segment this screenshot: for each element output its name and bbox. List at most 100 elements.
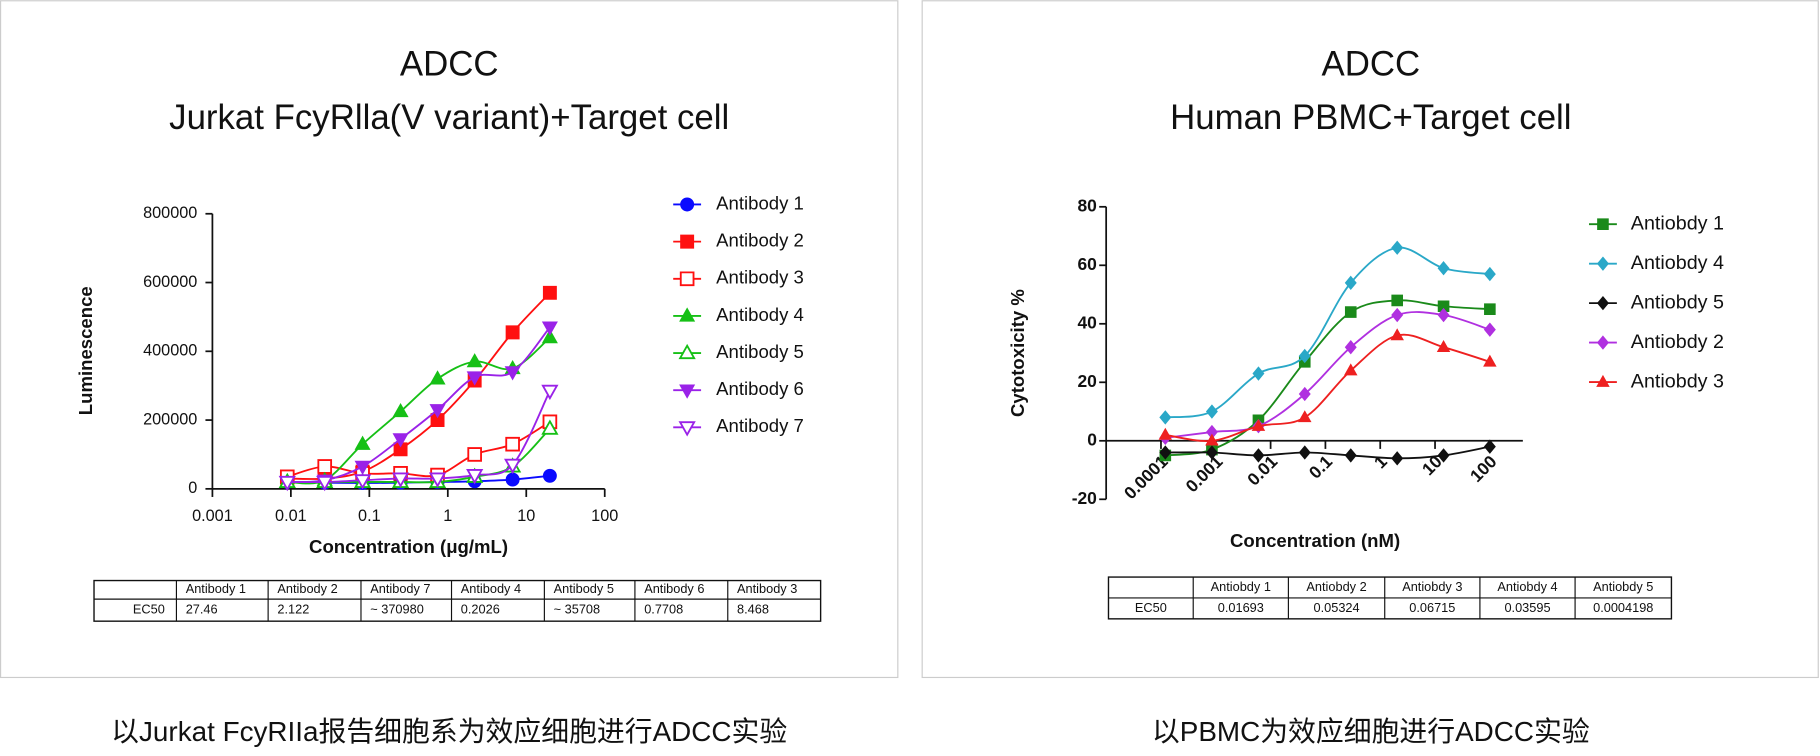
right-panel xyxy=(921,0,1819,679)
table-cell: 0.2026 xyxy=(461,602,500,617)
marker xyxy=(678,343,696,360)
marker xyxy=(679,384,696,399)
marker xyxy=(1391,240,1404,255)
marker xyxy=(504,458,522,475)
x-tick-label: 0.001 xyxy=(192,507,233,525)
left-panel xyxy=(0,0,899,679)
marker xyxy=(1437,448,1450,463)
marker xyxy=(466,371,483,386)
marker xyxy=(1344,448,1357,463)
table-header: Antibody 5 xyxy=(554,581,614,596)
legend-label: Antibody 7 xyxy=(716,415,804,436)
x-tick-label: 100 xyxy=(591,507,618,525)
marker xyxy=(505,472,520,487)
marker xyxy=(467,447,482,462)
marker xyxy=(1391,294,1404,307)
marker xyxy=(392,433,409,448)
table-header: Antiobdy 3 xyxy=(1402,579,1462,594)
marker xyxy=(1159,410,1172,425)
table-cell: 0.05324 xyxy=(1314,600,1360,615)
marker xyxy=(317,459,333,474)
legend-label: Antiobdy 5 xyxy=(1631,291,1724,313)
marker xyxy=(1205,433,1219,446)
legend-label: Antiobdy 4 xyxy=(1631,252,1724,274)
marker xyxy=(1437,261,1450,276)
marker xyxy=(354,460,371,476)
marker xyxy=(1252,366,1265,381)
marker xyxy=(541,419,559,435)
legend-label: Antibody 2 xyxy=(716,230,804,251)
table-header: Antibody 1 xyxy=(186,581,246,596)
marker xyxy=(1483,439,1496,454)
y-tick-label: 40 xyxy=(1078,312,1097,332)
y-tick-label: 600000 xyxy=(143,273,197,291)
marker xyxy=(1205,404,1218,419)
table-header: Antiobdy 1 xyxy=(1211,579,1271,594)
fit-curve xyxy=(1165,246,1490,419)
legend-label: Antibody 3 xyxy=(716,267,804,288)
marker xyxy=(392,402,409,418)
table-cell: 0.06715 xyxy=(1409,600,1455,615)
y-tick-label: 60 xyxy=(1078,254,1097,274)
x-tick-label: 0.1 xyxy=(358,507,381,525)
marker xyxy=(504,366,521,381)
x-axis-label: Concentration (μg/mL) xyxy=(309,536,508,557)
marker xyxy=(1596,335,1609,350)
marker xyxy=(466,469,484,485)
marker xyxy=(1298,348,1311,364)
table-header: Antiobdy 4 xyxy=(1497,579,1557,594)
x-axis-label: Concentration (nM) xyxy=(1230,530,1400,551)
marker xyxy=(1483,354,1497,367)
legend-label: Antiobdy 2 xyxy=(1631,331,1724,353)
legend-label: Antibody 1 xyxy=(716,192,804,213)
marker xyxy=(1344,275,1357,291)
table-header: Antiobdy 2 xyxy=(1306,579,1366,594)
marker xyxy=(1483,266,1496,282)
marker xyxy=(542,285,557,300)
marker xyxy=(1344,306,1357,318)
caption: 以Jurkat FcyRIIa报告细胞系为效应细胞进行ADCC实验 xyxy=(111,716,787,747)
marker xyxy=(429,370,446,385)
marker xyxy=(1205,445,1218,460)
marker xyxy=(679,271,695,287)
marker xyxy=(542,468,557,483)
table-cell: 27.46 xyxy=(186,602,218,617)
marker xyxy=(541,329,558,344)
table-cell: 0.0004198 xyxy=(1593,600,1653,615)
marker xyxy=(505,325,520,340)
x-tick-label: 0.01 xyxy=(275,507,307,525)
legend-label: Antibody 5 xyxy=(716,341,804,362)
caption: 以PBMC为效应细胞进行ADCC实验 xyxy=(1152,716,1590,747)
table-border xyxy=(93,579,822,622)
marker xyxy=(353,474,372,490)
marker xyxy=(1251,418,1266,431)
marker xyxy=(1596,256,1609,271)
y-tick-label: 20 xyxy=(1078,371,1097,391)
chart-title: ADCC xyxy=(400,45,499,84)
marker xyxy=(1437,307,1450,323)
table-header: Antibody 6 xyxy=(644,581,704,596)
marker xyxy=(316,475,334,492)
marker xyxy=(1391,307,1404,323)
table-header: Antibody 3 xyxy=(737,581,797,596)
table-header: Antibody 2 xyxy=(277,581,337,596)
marker xyxy=(680,234,695,249)
marker xyxy=(678,421,696,437)
marker xyxy=(1484,303,1496,315)
marker xyxy=(354,435,371,450)
marker xyxy=(680,197,695,212)
table-cell: 8.468 xyxy=(737,602,769,617)
y-tick-label: 80 xyxy=(1078,195,1097,215)
marker xyxy=(541,321,558,336)
legend-label: Antiobdy 3 xyxy=(1631,370,1724,392)
y-tick-label: -20 xyxy=(1072,488,1097,508)
y-tick-label: 800000 xyxy=(143,204,197,222)
table-header: Antibody 4 xyxy=(461,581,521,596)
table-cell: 0.01693 xyxy=(1218,600,1264,615)
marker xyxy=(1391,451,1404,466)
marker xyxy=(1158,427,1173,440)
y-axis-label: Cytotoxicity % xyxy=(1007,289,1028,417)
marker xyxy=(1597,218,1609,231)
marker xyxy=(391,472,410,488)
